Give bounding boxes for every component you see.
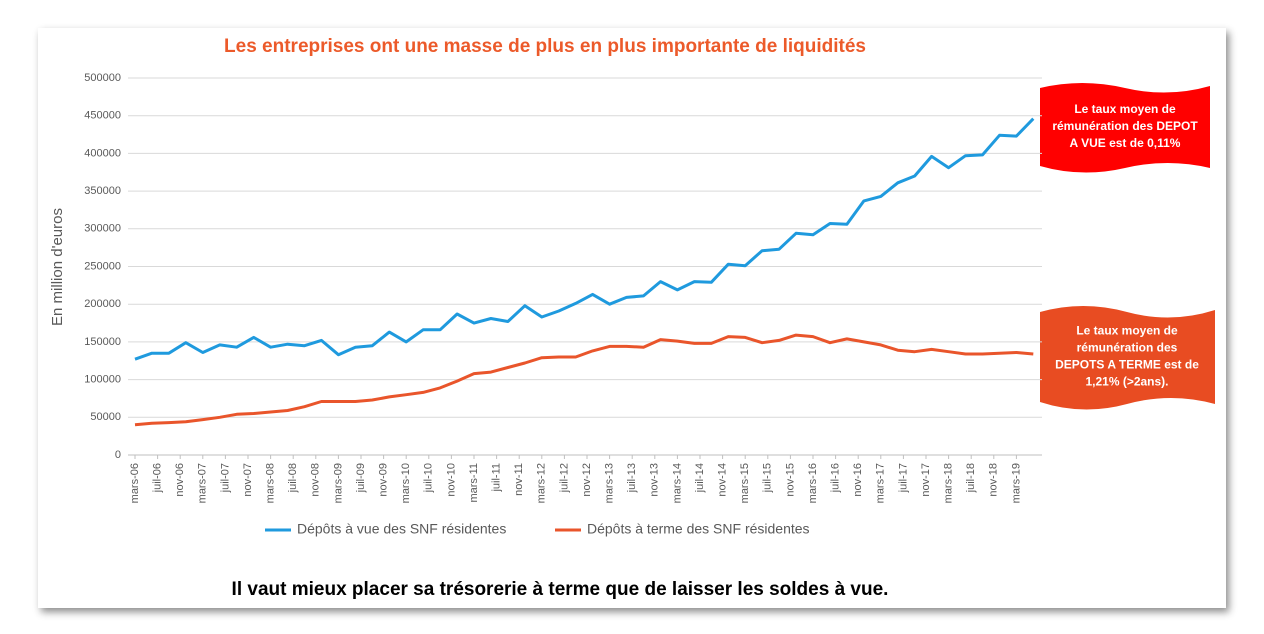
- annotation-text: Le taux moyen de: [1076, 324, 1178, 338]
- y-axis-label: En million d'euros: [49, 208, 66, 326]
- series-line: [134, 333, 1034, 427]
- x-tick-label: juil-11: [491, 463, 503, 493]
- footnote: Il vaut mieux placer sa trésorerie à ter…: [232, 579, 889, 600]
- x-tick-label: nov-15: [784, 463, 796, 497]
- x-tick-label: juil-10: [423, 463, 435, 493]
- y-tick-label: 450000: [84, 110, 121, 122]
- annotation-text: Le taux moyen de: [1074, 102, 1176, 116]
- annotation-text: DEPOTS A TERME est de: [1055, 358, 1199, 372]
- x-tick-label: nov-18: [988, 463, 1000, 497]
- y-tick-label: 150000: [84, 336, 121, 348]
- chart-title: Les entreprises ont une masse de plus en…: [224, 36, 866, 57]
- series-line: [134, 117, 1035, 361]
- y-tick-label: 500000: [84, 72, 121, 84]
- x-tick-label: nov-08: [310, 463, 322, 497]
- x-tick-label: juil-07: [219, 463, 231, 493]
- y-tick-label: 0: [115, 449, 121, 461]
- x-tick-label: mars-13: [604, 463, 616, 503]
- annotation-text: rémunération des: [1077, 341, 1178, 355]
- x-tick-label: juil-06: [152, 463, 164, 493]
- x-tick-label: nov-07: [242, 463, 254, 497]
- x-tick-label: juil-15: [762, 463, 774, 493]
- y-tick-label: 400000: [84, 147, 121, 159]
- x-tick-label: mars-10: [400, 463, 412, 503]
- banner: [1040, 83, 1210, 173]
- x-tick-label: nov-12: [581, 463, 593, 497]
- x-tick-label: juil-14: [694, 463, 706, 493]
- x-tick-label: mars-06: [129, 463, 141, 503]
- x-tick-label: mars-11: [468, 463, 480, 503]
- y-tick-label: 200000: [84, 298, 121, 310]
- x-tick-label: mars-14: [671, 463, 683, 503]
- x-tick-label: nov-17: [920, 463, 932, 497]
- x-tick-label: juil-13: [626, 463, 638, 493]
- x-tick-label: juil-08: [287, 463, 299, 493]
- annotation-text: rémunération des DEPOT: [1052, 119, 1198, 133]
- x-tick-label: juil-18: [965, 463, 977, 493]
- annotation-text: A VUE est de 0,11%: [1070, 136, 1181, 150]
- y-tick-label: 300000: [84, 223, 121, 235]
- x-tick-label: mars-18: [943, 463, 955, 503]
- x-tick-label: nov-11: [513, 463, 525, 496]
- x-tick-label: nov-10: [445, 463, 457, 497]
- x-tick-label: mars-08: [265, 463, 277, 503]
- x-tick-label: nov-13: [649, 463, 661, 497]
- x-tick-label: nov-09: [378, 463, 390, 497]
- x-tick-label: juil-09: [355, 463, 367, 493]
- y-tick-label: 50000: [90, 411, 121, 423]
- x-tick-label: mars-17: [875, 463, 887, 503]
- x-tick-label: mars-12: [536, 463, 548, 503]
- legend-label: Dépôts à terme des SNF résidentes: [587, 521, 810, 537]
- y-tick-label: 250000: [84, 260, 121, 272]
- x-tick-label: mars-09: [332, 463, 344, 503]
- x-tick-label: juil-17: [897, 463, 909, 493]
- x-tick-label: nov-06: [174, 463, 186, 497]
- annotation-text: 1,21% (>2ans).: [1085, 375, 1168, 389]
- banner: [1040, 306, 1215, 410]
- x-tick-label: nov-16: [852, 463, 864, 497]
- x-tick-label: mars-15: [739, 463, 751, 503]
- x-tick-label: mars-19: [1010, 463, 1022, 503]
- legend-label: Dépôts à vue des SNF résidentes: [297, 521, 506, 537]
- y-tick-label: 350000: [84, 185, 121, 197]
- x-tick-label: juil-16: [830, 463, 842, 493]
- x-tick-label: juil-12: [558, 463, 570, 493]
- x-tick-label: mars-07: [197, 463, 209, 503]
- y-tick-label: 100000: [84, 374, 121, 386]
- x-tick-label: mars-16: [807, 463, 819, 503]
- x-tick-label: nov-14: [717, 463, 729, 497]
